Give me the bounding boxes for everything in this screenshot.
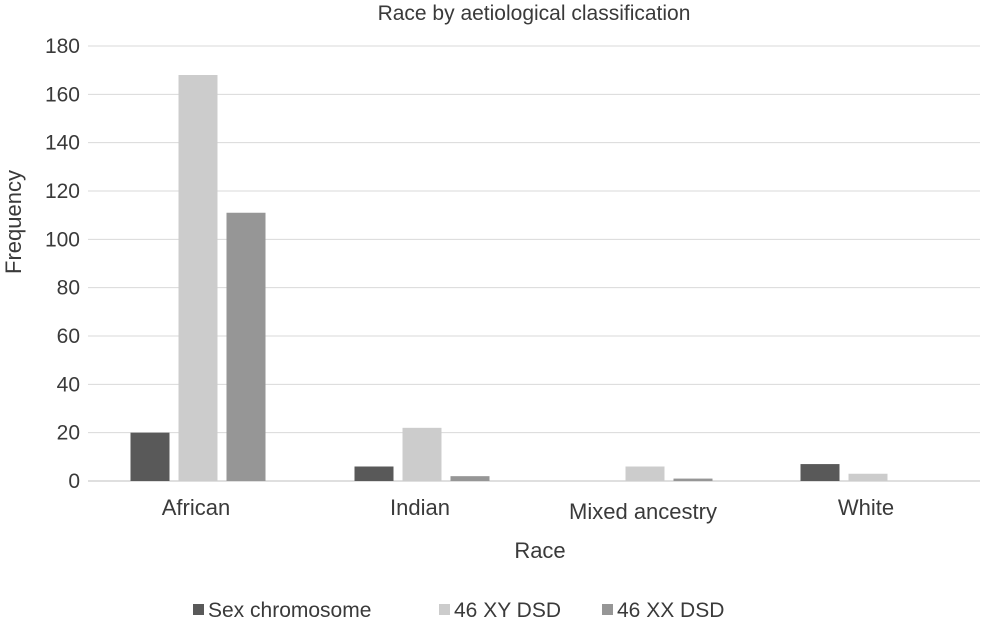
bar [673, 478, 713, 481]
x-tick-label: Mixed ancestry [569, 499, 717, 524]
bar [800, 464, 840, 481]
bar [848, 473, 888, 481]
gridlines [88, 45, 980, 482]
legend-swatch [439, 604, 450, 615]
bar [354, 466, 394, 481]
bar [226, 212, 266, 481]
bar [450, 476, 490, 481]
y-tick-label: 0 [68, 470, 80, 493]
y-tick-label: 80 [57, 277, 80, 300]
bars [130, 75, 888, 481]
y-tick-label: 40 [57, 373, 80, 396]
y-axis-title: Frequency [1, 170, 26, 274]
chart-title: Race by aetiological classification [378, 2, 691, 25]
x-tick-label: African [162, 495, 230, 520]
y-tick-label: 120 [45, 180, 80, 203]
bar [178, 75, 218, 481]
y-tick-label: 100 [45, 228, 80, 251]
y-axis-tick-labels: 0 20 40 60 80 100 120 140 160 180 [45, 35, 80, 493]
legend: Sex chromosome 46 XY DSD 46 XX DSD [193, 599, 724, 622]
bar [130, 432, 170, 481]
legend-swatch [193, 604, 204, 615]
y-tick-label: 60 [57, 325, 80, 348]
legend-label: 46 XX DSD [617, 599, 724, 622]
x-axis-tick-labels: African Indian Mixed ancestry White [162, 495, 894, 524]
y-tick-label: 180 [45, 35, 80, 58]
legend-label: 46 XY DSD [454, 599, 561, 622]
y-tick-label: 20 [57, 422, 80, 445]
legend-label: Sex chromosome [208, 599, 371, 622]
y-tick-label: 160 [45, 83, 80, 106]
legend-swatch [602, 604, 613, 615]
y-tick-label: 140 [45, 132, 80, 155]
x-tick-label: White [838, 495, 894, 520]
bar [625, 466, 665, 481]
x-tick-label: Indian [390, 495, 450, 520]
x-axis-title: Race [514, 538, 565, 563]
bar [402, 427, 442, 481]
